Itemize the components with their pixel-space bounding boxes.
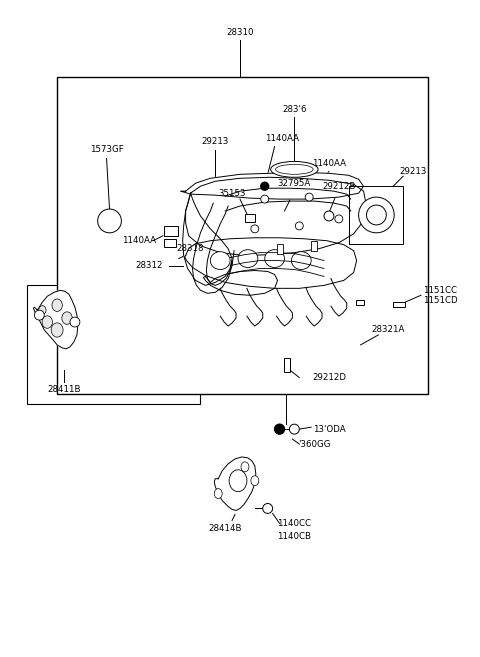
Ellipse shape — [62, 312, 72, 325]
Circle shape — [324, 211, 334, 221]
Bar — [164, 226, 178, 236]
Text: 1573GF: 1573GF — [90, 145, 123, 154]
Ellipse shape — [251, 476, 259, 486]
Ellipse shape — [241, 462, 249, 472]
Circle shape — [261, 182, 269, 190]
Text: 1151CD: 1151CD — [423, 296, 457, 305]
Text: 28312: 28312 — [135, 261, 163, 270]
Circle shape — [261, 195, 269, 203]
Ellipse shape — [210, 252, 230, 269]
Bar — [285, 358, 290, 372]
Text: 32795A: 32795A — [278, 179, 311, 188]
Text: 1140CC: 1140CC — [277, 519, 312, 528]
Text: 1140AA: 1140AA — [312, 159, 346, 168]
Text: 13'ODA: 13'ODA — [312, 424, 345, 434]
Text: 29213: 29213 — [399, 167, 427, 176]
Text: 28310: 28310 — [226, 28, 254, 37]
Bar — [393, 302, 405, 307]
Ellipse shape — [238, 250, 258, 267]
Circle shape — [305, 193, 313, 201]
Circle shape — [335, 215, 343, 223]
Bar — [349, 186, 403, 244]
Circle shape — [295, 222, 303, 230]
Bar — [27, 285, 201, 404]
Ellipse shape — [42, 316, 52, 328]
Circle shape — [97, 209, 121, 233]
Circle shape — [35, 310, 44, 320]
Text: '360GG: '360GG — [298, 440, 330, 449]
Text: 1140AA: 1140AA — [122, 237, 156, 245]
Polygon shape — [180, 172, 363, 199]
Text: 29212B: 29212B — [322, 182, 356, 191]
Ellipse shape — [229, 470, 247, 491]
Text: 28414B: 28414B — [208, 524, 242, 533]
Text: 283'6: 283'6 — [282, 105, 307, 114]
Bar — [164, 238, 176, 246]
Ellipse shape — [51, 323, 63, 337]
Text: 1140AA: 1140AA — [264, 134, 299, 143]
Circle shape — [289, 424, 300, 434]
Circle shape — [359, 197, 394, 233]
Ellipse shape — [271, 162, 318, 177]
Polygon shape — [183, 193, 232, 285]
Circle shape — [263, 503, 273, 513]
Bar — [276, 244, 283, 254]
Polygon shape — [214, 457, 256, 510]
Ellipse shape — [38, 306, 46, 315]
Ellipse shape — [276, 164, 313, 174]
Ellipse shape — [291, 252, 311, 269]
Text: 29213: 29213 — [202, 137, 229, 146]
Text: 1140CB: 1140CB — [277, 532, 312, 541]
Bar — [245, 214, 255, 222]
Text: 28318: 28318 — [177, 244, 204, 253]
Polygon shape — [186, 177, 367, 256]
Ellipse shape — [52, 299, 62, 311]
Text: 28411B: 28411B — [48, 385, 81, 394]
Text: 1151CC: 1151CC — [423, 286, 457, 295]
Circle shape — [70, 317, 80, 327]
Polygon shape — [185, 238, 357, 288]
Bar — [57, 77, 428, 394]
Ellipse shape — [264, 250, 285, 267]
Polygon shape — [34, 290, 78, 349]
Text: 35153: 35153 — [218, 189, 246, 198]
Circle shape — [275, 424, 285, 434]
Circle shape — [367, 205, 386, 225]
Ellipse shape — [214, 489, 222, 499]
Text: 29212D: 29212D — [312, 373, 346, 382]
Circle shape — [251, 225, 259, 233]
Bar — [311, 240, 317, 251]
Bar — [356, 300, 363, 306]
Text: 28321A: 28321A — [372, 325, 405, 334]
